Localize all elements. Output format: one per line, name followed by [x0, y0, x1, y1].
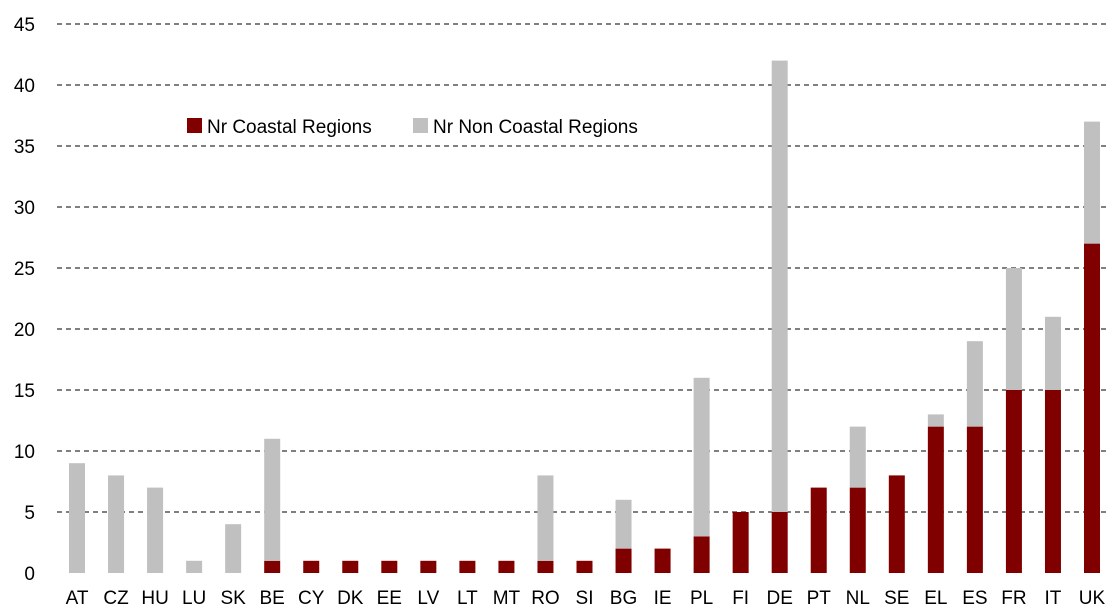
- x-tick-label: HU: [141, 588, 168, 609]
- legend-swatch-non-coastal: [413, 118, 428, 133]
- y-tick-label: 10: [14, 442, 35, 463]
- bar-non-coastal-nl: [849, 426, 866, 488]
- bar-non-coastal-hu: [147, 487, 164, 573]
- bar-coastal-de: [771, 512, 788, 573]
- bar-non-coastal-uk: [1084, 121, 1100, 244]
- x-tick-label: SK: [220, 588, 246, 609]
- x-tick-label: RO: [531, 588, 560, 609]
- bar-non-coastal-pl: [693, 377, 710, 537]
- bar-coastal-ee: [381, 560, 398, 573]
- bar-coastal-fi: [732, 512, 749, 573]
- bar-coastal-mt: [498, 560, 515, 573]
- x-tick-label: PL: [690, 588, 713, 609]
- x-tick-label: AT: [66, 588, 89, 609]
- bar-coastal-pl: [693, 536, 710, 573]
- x-axis-tick-labels: AT CZ HU LU SK BE CY DK EE LV LT MT RO SI BG IE PL FI DE PT…: [66, 588, 1106, 609]
- x-tick-label: ES: [962, 588, 987, 609]
- bar-coastal-dk: [342, 560, 359, 573]
- y-tick-label: 25: [14, 259, 35, 280]
- bar-non-coastal-cz: [108, 475, 125, 573]
- bar-coastal-ie: [654, 548, 671, 573]
- bar-coastal-lt: [459, 560, 476, 573]
- x-tick-label: NL: [846, 588, 870, 609]
- bar-non-coastal-el: [927, 414, 944, 427]
- x-tick-label: MT: [493, 588, 521, 609]
- y-tick-label: 45: [14, 15, 35, 36]
- bar-coastal-si: [576, 560, 593, 573]
- x-tick-label: LV: [417, 588, 439, 609]
- bar-coastal-cy: [303, 560, 320, 573]
- x-tick-label: LU: [182, 588, 206, 609]
- x-tick-label: SI: [576, 588, 594, 609]
- bar-coastal-pt: [810, 487, 827, 573]
- bar-coastal-uk: [1084, 243, 1100, 573]
- bar-non-coastal-ro: [537, 475, 554, 561]
- bar-non-coastal-be: [264, 438, 281, 561]
- x-tick-label: IT: [1045, 588, 1062, 609]
- bar-coastal-it: [1044, 390, 1061, 573]
- bar-coastal-ro: [537, 560, 554, 573]
- x-tick-label: EL: [924, 588, 947, 609]
- bar-non-coastal-de: [771, 60, 788, 512]
- bar-non-coastal-sk: [225, 524, 242, 573]
- y-tick-label: 35: [14, 137, 35, 158]
- legend-label-coastal: Nr Coastal Regions: [207, 117, 372, 138]
- y-tick-label: 0: [24, 564, 35, 585]
- x-tick-label: IE: [654, 588, 672, 609]
- bar-non-coastal-bg: [615, 499, 632, 549]
- bar-non-coastal-es: [966, 341, 983, 427]
- legend-swatch-coastal: [187, 118, 202, 133]
- bar-non-coastal-it: [1044, 316, 1061, 390]
- y-tick-label: 5: [24, 503, 35, 524]
- x-tick-label: EE: [377, 588, 402, 609]
- bar-non-coastal-at: [69, 463, 85, 573]
- bar-coastal-es: [966, 426, 983, 573]
- x-tick-label: UK: [1079, 588, 1106, 609]
- x-tick-label: SE: [884, 588, 909, 609]
- legend: Nr Coastal Regions Nr Non Coastal Region…: [187, 117, 638, 138]
- x-tick-label: DK: [337, 588, 364, 609]
- y-tick-label: 40: [14, 76, 35, 97]
- x-tick-label: FR: [1001, 588, 1026, 609]
- legend-label-non-coastal: Nr Non Coastal Regions: [433, 117, 638, 138]
- y-tick-label: 15: [14, 381, 35, 402]
- bar-coastal-nl: [849, 487, 866, 573]
- bar-coastal-fr: [1005, 390, 1022, 573]
- y-tick-label: 20: [14, 320, 35, 341]
- bars: [69, 60, 1100, 573]
- x-tick-label: FI: [732, 588, 749, 609]
- x-tick-label: BG: [610, 588, 637, 609]
- bar-coastal-be: [264, 560, 281, 573]
- bar-coastal-se: [888, 475, 905, 573]
- x-tick-label: LT: [457, 588, 478, 609]
- y-axis-tick-labels: 0 5 10 15 20 25 30 35 40 45: [14, 15, 35, 585]
- bar-coastal-bg: [615, 548, 632, 573]
- gridlines: [57, 23, 1106, 513]
- x-tick-label: PT: [807, 588, 832, 609]
- x-tick-label: BE: [260, 588, 285, 609]
- y-tick-label: 30: [14, 198, 35, 219]
- bar-non-coastal-fr: [1005, 268, 1022, 390]
- bar-non-coastal-lu: [186, 560, 203, 573]
- bar-coastal-el: [927, 426, 944, 573]
- x-tick-label: DE: [766, 588, 792, 609]
- bar-coastal-lv: [420, 560, 437, 573]
- x-tick-label: CZ: [103, 588, 129, 609]
- x-tick-label: CY: [298, 588, 325, 609]
